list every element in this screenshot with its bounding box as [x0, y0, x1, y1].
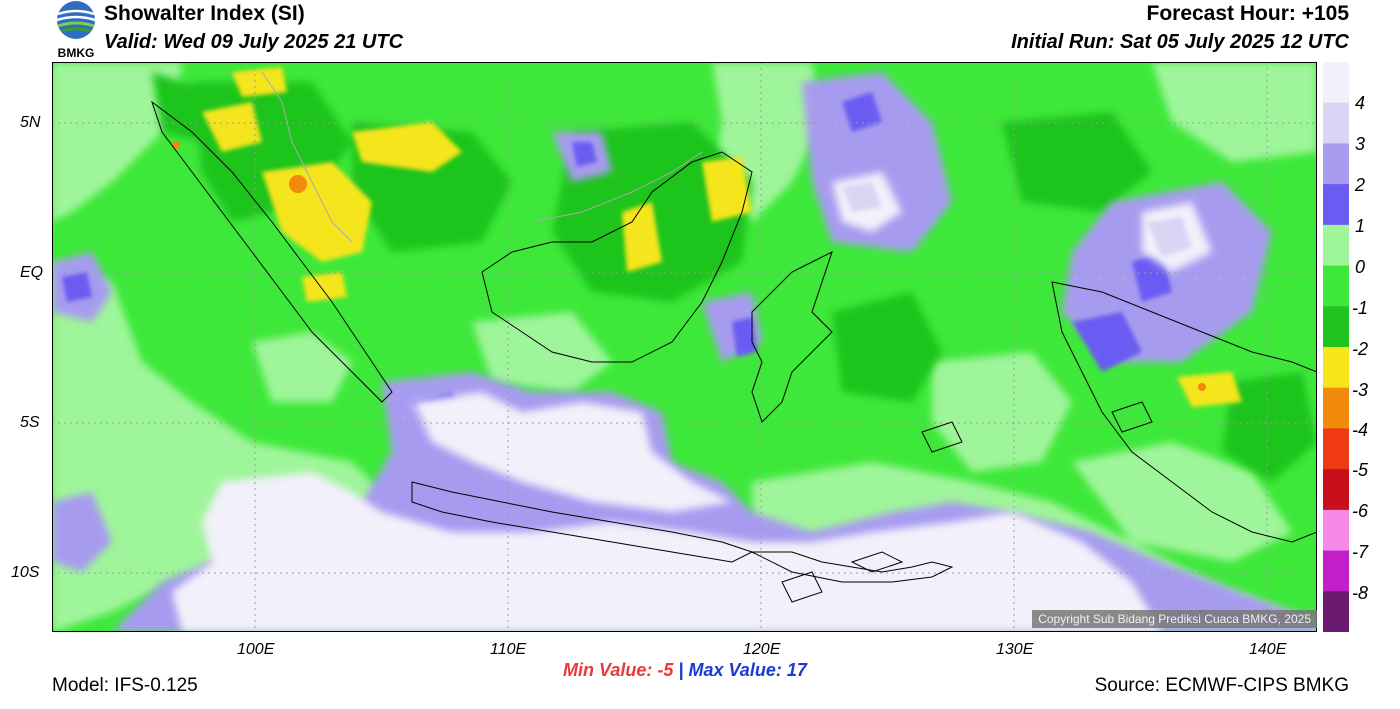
- colorbar-label: 4: [1355, 93, 1366, 113]
- source-label: Source: ECMWF-CIPS BMKG: [1094, 675, 1349, 696]
- forecast-hour: Forecast Hour: +105: [1146, 2, 1350, 25]
- colorbar-label: -8: [1352, 583, 1369, 603]
- nusa-tenggara-outline: [751, 551, 954, 583]
- field-yellow: [202, 67, 1242, 407]
- colorbar-segment: [1323, 306, 1349, 348]
- colorbar-label: -3: [1352, 380, 1369, 400]
- model-label: Model: IFS-0.125: [52, 675, 198, 696]
- colorbar-label: 0: [1355, 257, 1366, 277]
- max-label: Max Value:: [688, 660, 782, 680]
- bmkg-logo: BMKG: [52, 0, 100, 60]
- colorbar-label: -6: [1352, 501, 1369, 521]
- colorbar-label: -2: [1352, 339, 1369, 359]
- colorbar-segment: [1323, 265, 1349, 307]
- colorbar-label: 3: [1355, 134, 1366, 154]
- logo-text: BMKG: [58, 46, 95, 60]
- field-lavender-edges: [842, 182, 1192, 257]
- lon-label-120e: 120E: [743, 641, 781, 658]
- showalter-map: Copyright Sub Bidang Prediksi Cuaca BMKG…: [52, 62, 1317, 632]
- lon-label-100e: 100E: [237, 641, 275, 658]
- papua-outline: [1051, 281, 1317, 543]
- colorbar-segment: [1323, 509, 1349, 552]
- lon-label-140e: 140E: [1249, 641, 1287, 658]
- map-title: Showalter Index (SI): [104, 2, 305, 25]
- flores-outline: [850, 551, 904, 573]
- lat-label-10s: 10S: [11, 564, 40, 581]
- lon-label-130e: 130E: [996, 641, 1034, 658]
- copyright-notice: Copyright Sub Bidang Prediksi Cuaca BMKG…: [1032, 610, 1317, 628]
- min-max-values: Min Value: -5 | Max Value: 17: [563, 660, 807, 681]
- colorbar-segment: [1323, 102, 1349, 144]
- colorbar: [1323, 62, 1349, 632]
- graticule: [52, 62, 1317, 632]
- colorbar-segment: [1323, 143, 1349, 185]
- colorbar-label: 2: [1355, 175, 1366, 195]
- colorbar-segment: [1323, 62, 1349, 104]
- colorbar-segment: [1323, 591, 1349, 632]
- borneo-outline: [481, 151, 753, 363]
- lat-label-5n: 5N: [20, 114, 41, 131]
- min-label: Min Value:: [563, 660, 653, 680]
- colorbar-label: -7: [1352, 542, 1369, 562]
- lat-label-eq: EQ: [20, 264, 44, 281]
- sumatra-outline: [151, 100, 393, 403]
- sulawesi-outline: [751, 251, 833, 423]
- colorbar-label: -1: [1352, 298, 1369, 318]
- min-value: -5: [657, 660, 674, 680]
- colorbar-segment: [1323, 550, 1349, 592]
- colorbar-segment: [1323, 387, 1349, 429]
- colorbar-segment: [1323, 224, 1349, 267]
- aru-outline: [1111, 401, 1153, 433]
- lat-label-5s: 5S: [20, 414, 40, 431]
- valid-time: Valid: Wed 09 July 2025 21 UTC: [104, 31, 404, 53]
- colorbar-label: -5: [1352, 460, 1369, 480]
- sumba-outline: [781, 571, 823, 603]
- colorbar-segment: [1323, 184, 1349, 226]
- max-value: 17: [786, 660, 807, 680]
- min-max-separator: |: [678, 660, 684, 680]
- initial-run: Initial Run: Sat 05 July 2025 12 UTC: [1011, 31, 1349, 53]
- field-light-lavender: [172, 172, 1212, 632]
- colorbar-segment: [1323, 469, 1349, 511]
- borders: [261, 71, 703, 243]
- java-outline: [411, 481, 754, 563]
- colorbar-segment: [1323, 347, 1349, 389]
- coastlines: [151, 100, 1317, 603]
- colorbar-label: 1: [1355, 216, 1366, 236]
- colorbar-segment: [1323, 428, 1349, 470]
- field-orange: [172, 141, 1206, 391]
- lon-label-110e: 110E: [490, 641, 527, 658]
- colorbar-label: -4: [1352, 420, 1369, 440]
- buru-outline: [921, 421, 963, 453]
